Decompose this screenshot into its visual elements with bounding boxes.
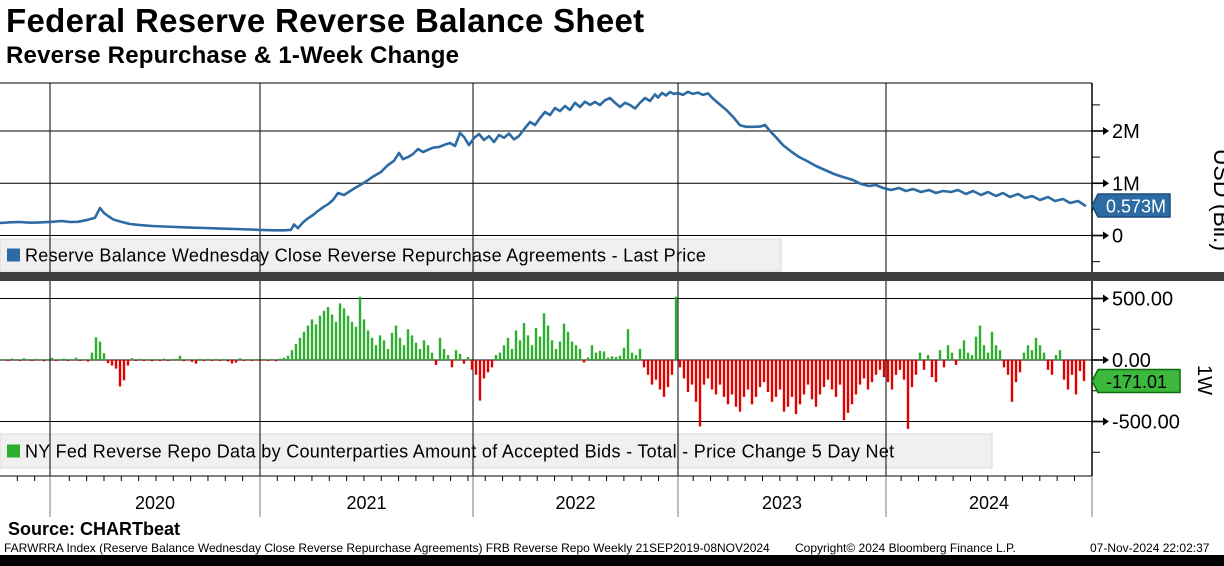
svg-text:2M: 2M <box>1112 121 1140 143</box>
chart-title: Federal Reserve Reverse Balance Sheet <box>6 2 645 39</box>
svg-text:0.573M: 0.573M <box>1106 197 1166 217</box>
panel-separator <box>0 272 1224 281</box>
svg-text:0: 0 <box>1112 226 1123 248</box>
y-axis-bottom: 500.00 0.00 -500.00 <box>1092 289 1180 453</box>
legend-swatch-green <box>7 444 20 458</box>
x-axis: 2020 2021 2022 2023 2024 <box>16 476 1093 517</box>
footer-datetime: 07-Nov-2024 22:02:37 <box>1090 541 1210 555</box>
legend-swatch-blue <box>7 248 20 262</box>
svg-text:1W: 1W <box>1193 365 1215 395</box>
gridlines <box>0 82 1093 477</box>
svg-text:-171.01: -171.01 <box>1106 372 1167 392</box>
last-price-badge: 0.573M <box>1091 193 1171 218</box>
footer-copyright: Copyright© 2024 Bloomberg Finance L.P. <box>795 541 1016 555</box>
svg-text:500.00: 500.00 <box>1112 289 1173 311</box>
svg-text:2022: 2022 <box>555 493 595 513</box>
svg-text:2024: 2024 <box>969 493 1009 513</box>
last-change-badge: -171.01 <box>1091 368 1181 394</box>
change-bars <box>2 296 1086 429</box>
svg-text:0.00: 0.00 <box>1112 350 1151 372</box>
svg-text:Reserve Balance Wednesday Clos: Reserve Balance Wednesday Close Reverse … <box>25 246 706 266</box>
svg-text:USD (Bil.): USD (Bil.) <box>1209 149 1224 251</box>
svg-text:1M: 1M <box>1112 173 1140 195</box>
legend-price-series[interactable]: Reserve Balance Wednesday Close Reverse … <box>7 246 706 266</box>
legend-change-series[interactable]: NY Fed Reverse Repo Data by Counterparti… <box>7 442 894 462</box>
legend-backgrounds <box>0 238 993 469</box>
svg-text:NY Fed Reverse Repo Data by Co: NY Fed Reverse Repo Data by Counterparti… <box>25 442 894 462</box>
y-axis-unit-label-bottom: 1W <box>1193 365 1215 395</box>
chart-subtitle: Reverse Repurchase & 1-Week Change <box>6 42 460 69</box>
price-line <box>0 90 1087 232</box>
source-label: Source: CHARTbeat <box>8 519 181 539</box>
y-axis-unit-label-top: USD (Bil.) <box>1209 149 1224 251</box>
y-axis-top: 2M 1M 0 <box>1092 104 1140 263</box>
svg-text:2020: 2020 <box>135 493 175 513</box>
footer-index-description: FARWRRA Index (Reserve Balance Wednesday… <box>4 541 770 555</box>
terminal-bottom-bar <box>0 555 1224 566</box>
svg-text:2023: 2023 <box>762 493 802 513</box>
svg-text:-500.00: -500.00 <box>1112 412 1180 434</box>
svg-text:2021: 2021 <box>346 493 386 513</box>
